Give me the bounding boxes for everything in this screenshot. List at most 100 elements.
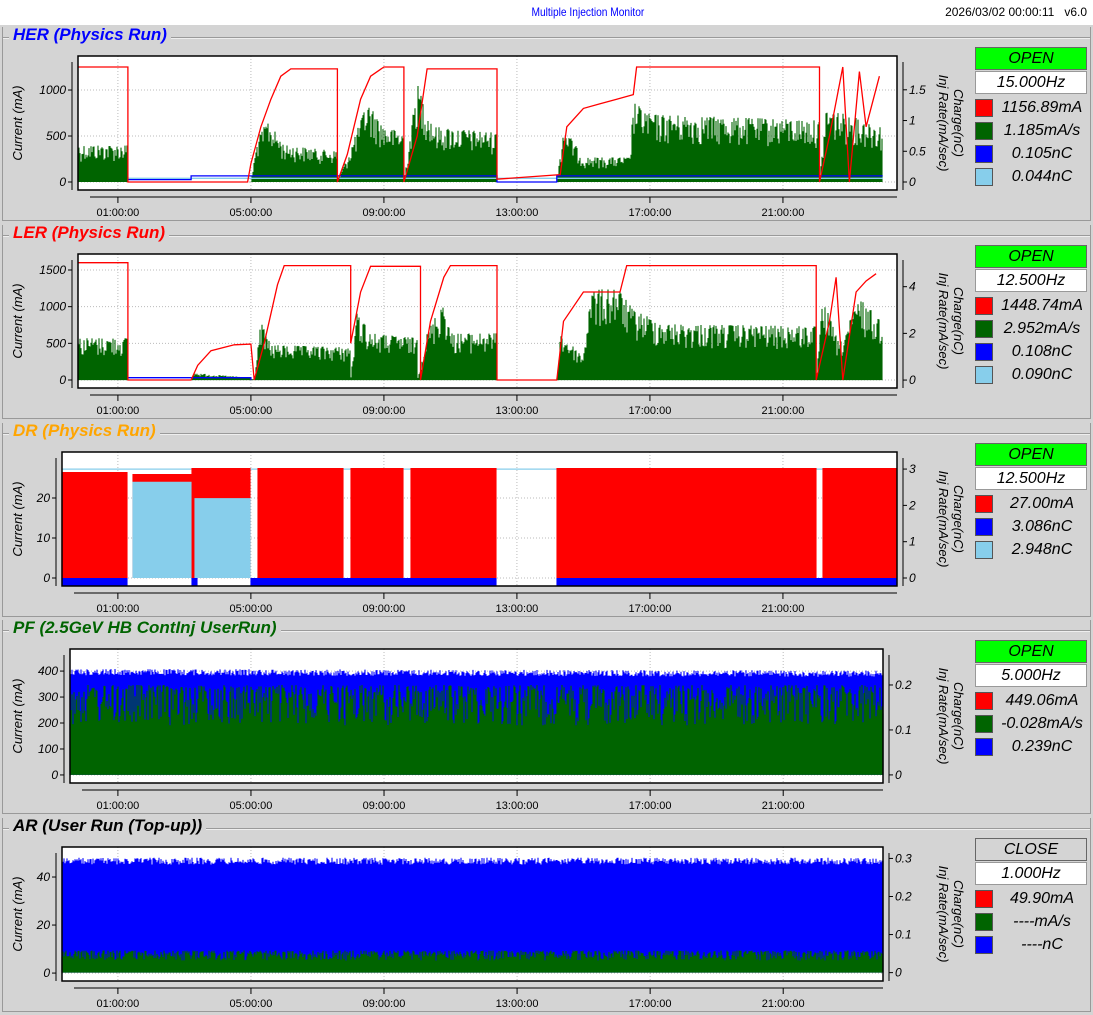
panel-ler: LER (Physics Run) OPEN 12.500Hz 1448.74m… [2,223,1091,419]
x-tick-label: 05:00:00 [229,405,272,417]
x-tick-label: 09:00:00 [363,800,406,812]
x-tick-label: 21:00:00 [762,800,805,812]
y2-tick-label: 0.3 [895,851,912,865]
legend-swatch [975,343,993,361]
y2-tick-label: 0.1 [895,723,912,737]
y-tick-label: 300 [38,690,58,704]
legend-item: 27.00mA [975,494,1089,514]
panel-title: AR (User Run (Top-up)) [9,816,207,836]
charge-axis-label: Charge(nC) [951,880,966,948]
panel-her: HER (Physics Run) OPEN 15.000Hz 1156.89m… [2,25,1091,221]
x-tick-label: 13:00:00 [496,405,539,417]
legend-value: 0.090nC [1011,366,1073,383]
chart-dr: 0 10 20 0 1 2 3 01:00:00 05:00:00 09:00:00 13:00:0… [10,451,966,615]
plot-frame [61,846,884,982]
y2-tick-label: 0 [895,768,902,782]
y-tick-label: 200 [37,716,58,730]
x-tick-label: 21:00:00 [762,405,805,417]
chart-ler: 0 500 1000 1500 0 2 4 01:00:00 05:00:00 09:00:00 1… [10,253,966,417]
y-tick-label: 20 [36,491,51,505]
legend-swatch [975,692,993,710]
legend-value: 2.952mA/s [1003,320,1081,337]
legend-value: 0.108nC [1011,343,1073,360]
panel-title: PF (2.5GeV HB ContInj UserRun) [9,618,281,638]
y2-tick-label: 2 [908,498,916,512]
title-bar: Multiple Injection Monitor 2026/03/02 00… [0,0,1093,25]
injection-frequency: 15.000Hz [975,71,1087,94]
legend-item: 2.952mA/s [975,319,1089,339]
y-tick-label: 10 [37,531,51,545]
legend-value: 0.044nC [1011,168,1073,185]
x-tick-label: 09:00:00 [363,207,406,219]
y-tick-label: 0 [51,768,58,782]
panel-title: HER (Physics Run) [9,25,171,45]
x-tick-label: 21:00:00 [762,207,805,219]
x-tick-label: 17:00:00 [629,800,672,812]
legend-swatch [975,297,993,315]
legend-value: 49.90mA [1009,890,1075,907]
charge-axis-label: Charge(nC) [951,485,966,553]
legend-value: 27.00mA [1009,495,1075,512]
legend-item: 0.090nC [975,365,1089,385]
legend-swatch [975,320,993,338]
x-tick-label: 17:00:00 [629,405,672,417]
status-indicator: CLOSE [975,838,1087,861]
y2-tick-label: 2 [908,326,916,340]
x-tick-label: 13:00:00 [496,998,539,1010]
y-tick-label: 0 [59,373,66,387]
x-tick-label: 17:00:00 [629,603,672,615]
y-tick-label: 1000 [39,300,66,314]
inj-rate-axis-label: Inj Rate(mA/sec) [936,273,951,370]
legend-item: 0.239nC [975,737,1089,757]
chart-her: 0 500 1000 0 0.5 1 1.5 01:00:00 05:00:00 09:00:00… [10,55,966,219]
inj-rate-axis-label: Inj Rate(mA/sec) [936,471,951,568]
inj-rate-axis-label: Inj Rate(mA/sec) [936,866,951,963]
legend-item: 49.90mA [975,889,1089,909]
status-indicator: OPEN [975,443,1087,466]
series-fill [132,481,251,578]
x-tick-label: 09:00:00 [363,405,406,417]
legend-swatch [975,495,993,513]
plot-frame [69,648,884,784]
y-tick-label: 1000 [39,83,66,97]
legend-swatch [975,168,993,186]
x-tick-label: 01:00:00 [96,207,139,219]
x-tick-label: 05:00:00 [230,998,273,1010]
legend-item: 1.185mA/s [975,121,1089,141]
x-tick-label: 21:00:00 [762,603,805,615]
y-axis-label: Current (mA) [10,283,25,358]
y2-tick-label: 1 [909,114,916,128]
status-indicator: OPEN [975,245,1087,268]
series-line [78,66,881,183]
legend-item: 0.108nC [975,342,1089,362]
y-tick-label: 0 [43,571,50,585]
chart-pf: 0 100 200 300 400 0 0.1 0.2 01:00:00 05:00:00 09:0… [10,648,966,812]
legend-value: 2.948nC [1011,541,1073,558]
legend-item: 3.086nC [975,517,1089,537]
legend-swatch [975,913,993,931]
x-tick-label: 01:00:00 [96,800,139,812]
charge-axis-label: Charge(nC) [951,287,966,355]
y2-tick-label: 4 [909,280,916,294]
legend-item: 0.105nC [975,144,1089,164]
legend-value: 3.086nC [1011,518,1073,535]
panel-divider [3,828,1090,830]
legend-item: 1156.89mA [975,98,1089,118]
legend-item: -0.028mA/s [975,714,1089,734]
x-tick-label: 17:00:00 [629,207,672,219]
legend-item: ----mA/s [975,912,1089,932]
legend-value: 1156.89mA [1001,99,1083,116]
x-tick-label: 01:00:00 [96,405,139,417]
y2-tick-label: 0.1 [895,928,912,942]
legend-value: 0.239nC [1011,738,1073,755]
legend-item: ----nC [975,935,1089,955]
chart-ar: 0 20 40 0 0.1 0.2 0.3 01:00:00 05:00:00 09:00:00 1… [10,846,966,1010]
legend-value: 1448.74mA [1001,297,1083,314]
y-tick-label: 0 [43,966,50,980]
legend-item: 1448.74mA [975,296,1089,316]
y2-tick-label: 0 [909,571,916,585]
legend-swatch [975,366,993,384]
app-title: Multiple Injection Monitor [531,5,645,19]
injection-frequency: 1.000Hz [975,862,1087,885]
